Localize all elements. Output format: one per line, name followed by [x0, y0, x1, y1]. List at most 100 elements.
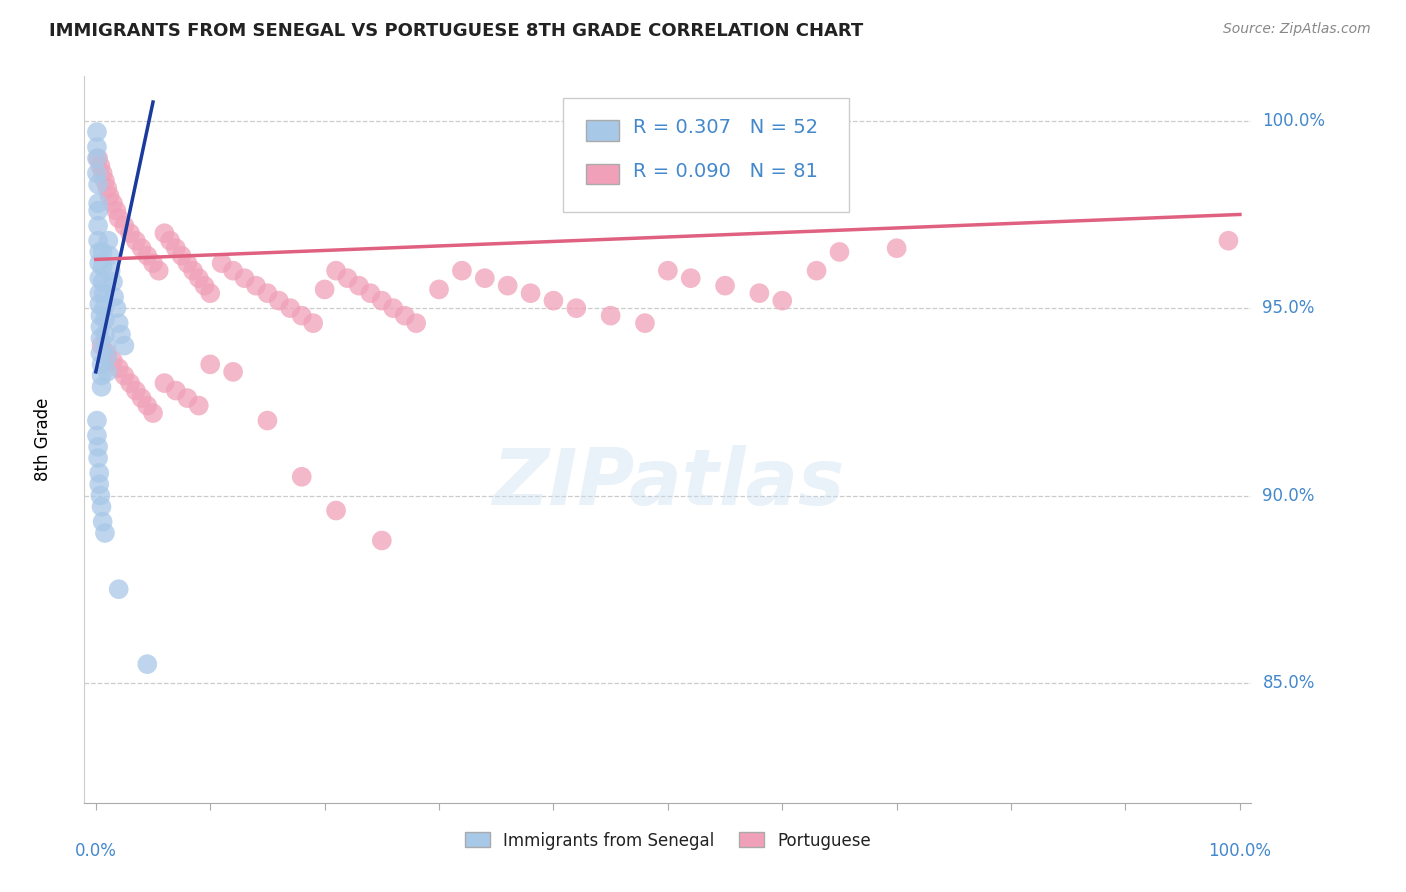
Point [278, 301, 301, 315]
Point [96, 350, 118, 364]
Point [94, 526, 117, 541]
Point [87, 219, 110, 233]
Point [131, 241, 153, 255]
Point [101, 275, 124, 289]
Point [679, 271, 702, 285]
Point [181, 263, 204, 277]
Point [427, 282, 450, 296]
Point [474, 271, 496, 285]
Point [1218, 234, 1240, 248]
Point [291, 470, 314, 484]
Point [125, 384, 148, 398]
Point [222, 263, 245, 277]
Point [165, 384, 187, 398]
Point [371, 293, 394, 308]
Point [87, 151, 110, 165]
Point [89, 309, 111, 323]
Point [142, 256, 165, 270]
Point [405, 316, 427, 330]
Point [86, 140, 108, 154]
Point [222, 365, 245, 379]
Point [325, 503, 347, 517]
Point [200, 286, 222, 301]
Text: 100.0%: 100.0% [1208, 842, 1271, 860]
Point [211, 256, 233, 270]
Text: R = 0.307   N = 52: R = 0.307 N = 52 [633, 118, 818, 137]
Text: 0.0%: 0.0% [75, 842, 117, 860]
Point [110, 327, 132, 342]
Point [302, 316, 325, 330]
Point [93, 286, 115, 301]
Point [87, 203, 110, 218]
Point [93, 301, 115, 315]
Point [394, 309, 416, 323]
Point [565, 301, 588, 315]
Point [86, 413, 108, 427]
Point [107, 316, 129, 330]
Point [90, 357, 112, 371]
Point [325, 263, 347, 277]
Point [770, 293, 793, 308]
Point [96, 365, 118, 379]
Point [359, 286, 381, 301]
Point [91, 244, 114, 259]
Point [98, 249, 121, 263]
Point [89, 271, 111, 285]
Point [382, 301, 405, 315]
Point [336, 271, 359, 285]
Point [90, 338, 112, 352]
Point [105, 203, 128, 218]
Point [89, 159, 111, 173]
Point [176, 256, 198, 270]
Point [714, 278, 737, 293]
Point [87, 196, 110, 211]
Point [748, 286, 770, 301]
Point [165, 241, 187, 255]
Point [245, 278, 267, 293]
FancyBboxPatch shape [562, 97, 849, 212]
Text: 90.0%: 90.0% [1263, 486, 1315, 505]
Point [89, 331, 111, 345]
Point [89, 297, 111, 311]
Legend: Immigrants from Senegal, Portuguese: Immigrants from Senegal, Portuguese [458, 825, 877, 856]
Text: 95.0%: 95.0% [1263, 299, 1315, 318]
Point [87, 178, 110, 192]
Point [86, 166, 108, 180]
Point [314, 282, 336, 296]
Point [170, 249, 193, 263]
Point [136, 249, 159, 263]
Point [233, 271, 256, 285]
Point [886, 241, 908, 255]
Text: Source: ZipAtlas.com: Source: ZipAtlas.com [1223, 22, 1371, 37]
Point [94, 174, 117, 188]
Point [97, 234, 120, 248]
Point [89, 256, 111, 270]
Point [112, 219, 135, 233]
Point [107, 582, 129, 597]
Point [543, 293, 565, 308]
Point [89, 489, 111, 503]
Text: ZIPatlas: ZIPatlas [492, 445, 844, 521]
Text: R = 0.090   N = 81: R = 0.090 N = 81 [633, 161, 818, 180]
Point [634, 316, 657, 330]
Point [87, 451, 110, 466]
Point [105, 301, 128, 315]
Point [496, 278, 519, 293]
Point [96, 181, 118, 195]
Point [91, 275, 114, 289]
Point [107, 361, 129, 376]
Point [267, 293, 290, 308]
Point [94, 312, 117, 326]
Point [187, 399, 209, 413]
Point [101, 196, 124, 211]
Point [86, 428, 108, 442]
Point [100, 263, 122, 277]
Point [806, 263, 828, 277]
Point [131, 391, 153, 405]
Point [86, 125, 108, 139]
Point [89, 346, 111, 360]
Point [136, 657, 159, 672]
Point [89, 244, 111, 259]
Point [91, 166, 114, 180]
Point [125, 234, 148, 248]
